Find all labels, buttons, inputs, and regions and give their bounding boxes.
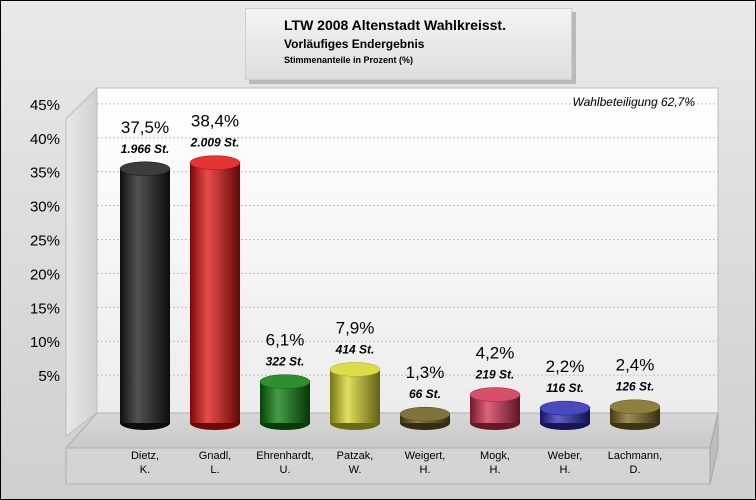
bar-top [189, 155, 241, 170]
category-label: Gnadl, [199, 450, 231, 462]
title-box: LTW 2008 Altenstadt Wahlkreisst. Vorläuf… [245, 8, 572, 80]
category-label: Patzak, [337, 450, 374, 462]
y-tick-label: 10% [30, 334, 60, 351]
votes-label: 1.966 St. [121, 142, 170, 156]
category-label-initial: L. [210, 464, 219, 476]
y-tick-label: 30% [30, 199, 60, 216]
bar-body [190, 162, 240, 423]
votes-label: 126 St. [616, 380, 655, 394]
votes-label: 2.009 St. [190, 136, 240, 150]
bar-top [469, 387, 521, 402]
y-tick-label: 20% [30, 266, 60, 283]
bar-top [259, 374, 311, 389]
category-label-initial: H. [560, 464, 571, 476]
bar-body [330, 369, 380, 423]
bar-top [329, 362, 381, 377]
y-tick-label: 15% [30, 300, 60, 317]
category-label: Weber, [548, 450, 583, 462]
category-label: Ehrenhardt, [256, 450, 313, 462]
value-label: 2,2% [546, 357, 585, 376]
turnout-label: Wahlbeteiligung 62,7% [572, 95, 695, 109]
value-label: 1,3% [406, 363, 445, 382]
y-tick-label: 35% [30, 165, 60, 182]
plot-floor-side [709, 412, 719, 485]
category-label-initial: H. [490, 464, 501, 476]
plot-side-wall [65, 86, 98, 437]
category-label: Lachmann, [608, 450, 662, 462]
category-label-initial: K. [140, 464, 150, 476]
chart-subtitle: Vorläufiges Endergebnis [284, 37, 425, 51]
category-label-initial: U. [280, 464, 291, 476]
bar-3 [329, 362, 381, 430]
votes-label: 116 St. [546, 381, 584, 395]
votes-label: 66 St. [409, 387, 441, 401]
y-tick-label: 5% [38, 368, 60, 385]
bar-top [119, 161, 171, 176]
votes-label: 219 St. [475, 368, 515, 382]
y-tick-label: 25% [30, 233, 60, 250]
chart-unit-note: Stimmenanteile in Prozent (%) [284, 55, 414, 65]
y-tick-label: 45% [30, 97, 60, 114]
chart-title: LTW 2008 Altenstadt Wahlkreisst. [284, 17, 506, 33]
category-label-initial: H. [420, 464, 431, 476]
value-label: 2,4% [616, 356, 655, 375]
y-tick-label: 40% [30, 131, 60, 148]
bar-top [539, 400, 591, 416]
votes-label: 322 St. [266, 355, 305, 369]
bar-top [399, 406, 451, 422]
category-label: Dietz, [131, 450, 159, 462]
bar-5 [469, 387, 521, 430]
bar-1 [189, 155, 241, 430]
bar-2 [259, 374, 311, 430]
votes-label: 414 St. [335, 342, 375, 356]
value-label: 37,5% [121, 118, 169, 137]
bar-6 [539, 400, 591, 430]
bar-7 [609, 399, 661, 430]
bar-4 [399, 406, 451, 430]
value-label: 7,9% [336, 318, 375, 337]
category-label-initial: W. [349, 464, 362, 476]
value-label: 4,2% [476, 344, 515, 363]
value-label: 38,4% [191, 112, 239, 131]
value-label: 6,1% [266, 331, 305, 350]
category-label-initial: D. [630, 464, 641, 476]
bar-top [609, 399, 661, 414]
bar-0 [119, 161, 171, 430]
category-label: Mogk, [480, 450, 510, 462]
bar-body [120, 168, 170, 423]
category-label: Weigert, [405, 450, 446, 462]
